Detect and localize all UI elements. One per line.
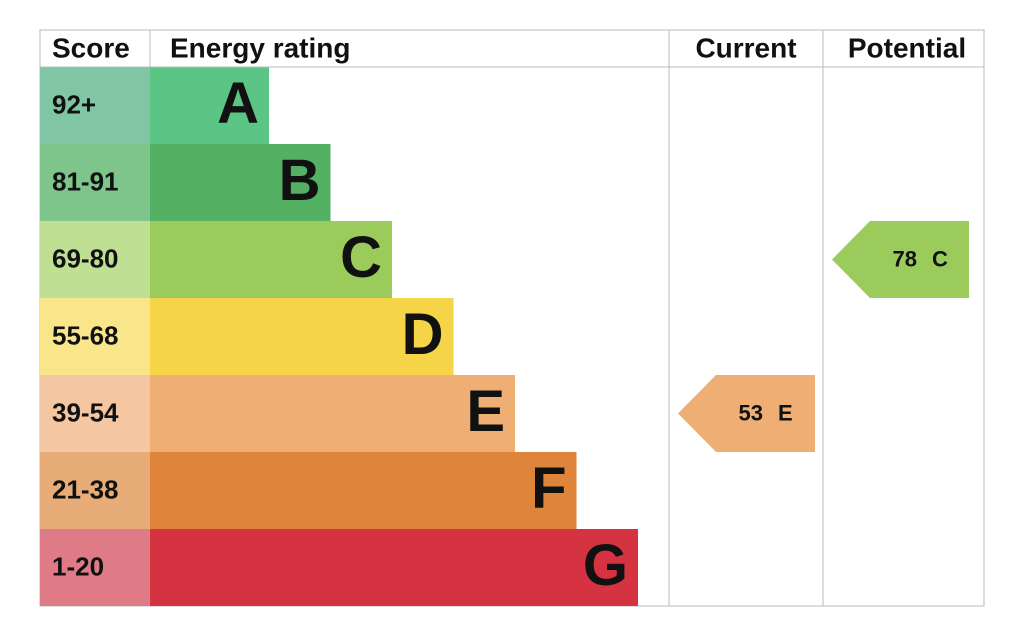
- band-row: 81-91 B: [40, 144, 331, 221]
- score-cell: [40, 375, 150, 452]
- rating-letter: G: [583, 533, 628, 598]
- score-range: 69-80: [52, 243, 119, 273]
- score-range: 1-20: [52, 551, 104, 581]
- band-row: 55-68 D: [40, 298, 454, 375]
- rating-bar: [150, 67, 269, 144]
- rating-letter: E: [466, 379, 505, 444]
- rating-letter: C: [340, 225, 382, 290]
- header-potential: Potential: [848, 32, 966, 63]
- band-row: 1-20 G: [40, 529, 638, 606]
- potential-arrow: [832, 221, 969, 298]
- potential-letter: C: [932, 246, 948, 271]
- rating-letter: A: [217, 71, 259, 136]
- band-row: 92+ A: [40, 67, 269, 144]
- score-cell: [40, 452, 150, 529]
- score-range: 39-54: [52, 397, 119, 427]
- band-row: 69-80 C: [40, 221, 392, 298]
- rating-bar: [150, 144, 331, 221]
- rating-bar: [150, 221, 392, 298]
- score-cell: [40, 221, 150, 298]
- rating-bar: [150, 375, 515, 452]
- score-range: 92+: [52, 89, 96, 119]
- rating-letter: F: [531, 456, 566, 521]
- header-score: Score: [52, 32, 130, 63]
- score-cell: [40, 298, 150, 375]
- rating-bar: [150, 529, 638, 606]
- score-range: 21-38: [52, 474, 119, 504]
- current-arrow: [678, 375, 815, 452]
- score-range: 55-68: [52, 320, 119, 350]
- band-row: 39-54 E: [40, 375, 515, 452]
- rating-bar: [150, 298, 454, 375]
- score-cell: [40, 144, 150, 221]
- score-range: 81-91: [52, 166, 119, 196]
- band-row: 21-38 F: [40, 452, 577, 529]
- rating-bar: [150, 452, 577, 529]
- rating-letter: D: [402, 302, 444, 367]
- current-letter: E: [778, 400, 793, 425]
- score-cell: [40, 67, 150, 144]
- score-cell: [40, 529, 150, 606]
- potential-value: 78: [893, 246, 917, 271]
- header-current: Current: [695, 32, 796, 63]
- current-value: 53: [739, 400, 763, 425]
- header-rating: Energy rating: [170, 32, 350, 63]
- rating-letter: B: [279, 148, 321, 213]
